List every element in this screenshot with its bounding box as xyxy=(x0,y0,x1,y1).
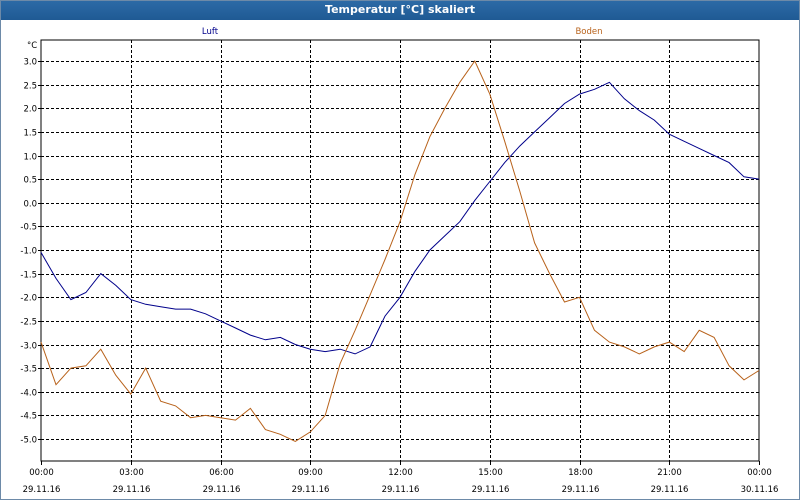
x-tick-date: 29.11.16 xyxy=(23,485,61,495)
y-tick-label: -3.5 xyxy=(20,365,37,375)
y-tick-label: 1.0 xyxy=(23,153,37,163)
series-line-luft xyxy=(40,81,760,355)
x-tick-time: 06:00 xyxy=(209,468,234,478)
y-tick-label: -3.0 xyxy=(20,342,37,352)
x-tick-date: 29.11.16 xyxy=(203,485,241,495)
y-tick-label: -5.0 xyxy=(20,436,37,446)
x-tick-time: 15:00 xyxy=(478,468,503,478)
y-tick-label: 0.5 xyxy=(23,176,37,186)
x-tick-date: 29.11.16 xyxy=(113,485,151,495)
y-tick-label: -1.0 xyxy=(20,247,37,257)
y-tick-label: 3.0 xyxy=(23,58,37,68)
y-tick-label: 0.0 xyxy=(23,200,37,210)
x-tick-time: 21:00 xyxy=(657,468,682,478)
y-tick-label: 2.0 xyxy=(23,105,37,115)
x-tick-time: 12:00 xyxy=(388,468,413,478)
x-tick-date: 29.11.16 xyxy=(651,485,689,495)
x-tick-time: 00:00 xyxy=(29,468,54,478)
y-tick-label: -4.5 xyxy=(20,412,37,422)
x-tick-date: 29.11.16 xyxy=(382,485,420,495)
x-tick-date: 29.11.16 xyxy=(562,485,600,495)
y-axis-unit: °C xyxy=(27,41,37,51)
chart-title: Temperatur [°C] skaliert xyxy=(1,1,799,20)
series-line-boden xyxy=(40,59,760,442)
legend-luft: Luft xyxy=(202,27,219,37)
y-tick-label: 2.5 xyxy=(23,82,37,92)
x-tick-date: 29.11.16 xyxy=(292,485,330,495)
y-tick-label: -4.0 xyxy=(20,389,37,399)
y-tick-label: -1.5 xyxy=(20,271,37,281)
temperature-chart: -5.0 -4.5 -4.0 -3.5 -3.0 -2.5 -2.0 -1.5 -1.0 -0.5… xyxy=(20,27,779,495)
x-tick-date: 29.11.16 xyxy=(472,485,510,495)
y-tick-label: -2.5 xyxy=(20,318,37,328)
y-tick-label: -2.0 xyxy=(20,294,37,304)
legend-boden: Boden xyxy=(575,27,602,37)
y-tick-label: 1.5 xyxy=(23,129,37,139)
x-tick-date: 30.11.16 xyxy=(741,485,779,495)
y-tick-label: -0.5 xyxy=(20,223,37,233)
x-tick-time: 18:00 xyxy=(568,468,593,478)
x-tick-time: 00:00 xyxy=(747,468,772,478)
x-tick-time: 03:00 xyxy=(119,468,144,478)
x-tick-time: 09:00 xyxy=(298,468,323,478)
